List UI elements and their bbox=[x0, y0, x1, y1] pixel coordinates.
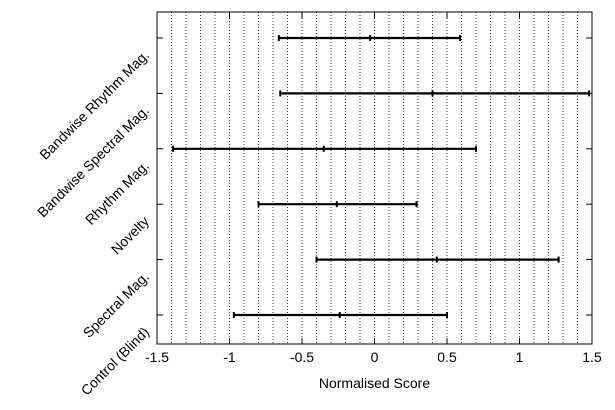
error-bar bbox=[171, 145, 477, 152]
x-tick-label: -1 bbox=[223, 349, 236, 365]
x-tick-label: -0.5 bbox=[290, 349, 314, 365]
category-label: Novelty bbox=[108, 213, 152, 257]
grid-lines bbox=[171, 12, 578, 344]
x-tick-label: 0.5 bbox=[437, 349, 457, 365]
x-axis-title: Normalised Score bbox=[319, 375, 430, 391]
category-label: Bandwise Rhythm Mag. bbox=[36, 47, 152, 163]
error-bar bbox=[257, 201, 418, 208]
error-bar bbox=[277, 35, 462, 41]
error-bar bbox=[315, 256, 560, 263]
x-tick-label: 1 bbox=[516, 349, 524, 365]
x-tick-labels: -1.5 -1 -0.5 0 0.5 1 1.5 bbox=[145, 349, 602, 365]
x-tick-label: -1.5 bbox=[145, 349, 169, 365]
x-tick-label: 1.5 bbox=[582, 349, 602, 365]
error-bars bbox=[171, 35, 591, 318]
category-label: Bandwise Spectral Mag. bbox=[34, 102, 152, 220]
error-bar bbox=[279, 90, 591, 97]
category-labels: Bandwise Rhythm Mag.Bandwise Spectral Ma… bbox=[34, 47, 152, 399]
x-tick-label: 0 bbox=[371, 349, 379, 365]
error-bar bbox=[232, 312, 448, 318]
